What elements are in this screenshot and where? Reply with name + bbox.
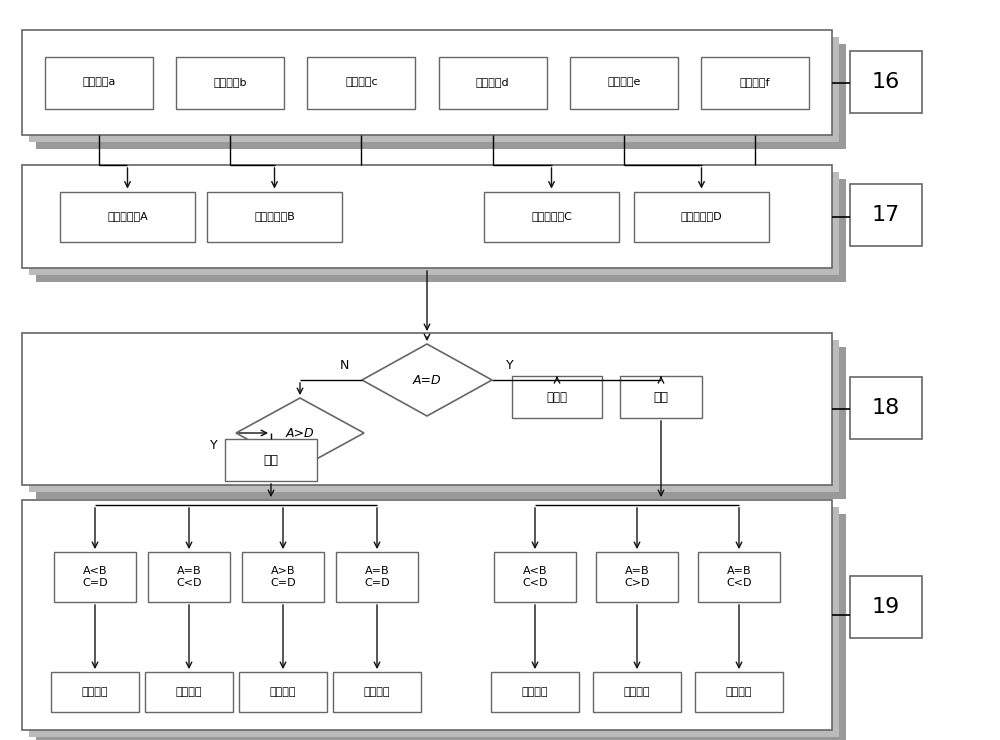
FancyBboxPatch shape <box>850 51 922 113</box>
Text: 质量流模块C: 质量流模块C <box>531 212 572 221</box>
FancyBboxPatch shape <box>850 377 922 439</box>
Text: A=B
C<D: A=B C<D <box>726 566 752 588</box>
FancyBboxPatch shape <box>148 552 230 602</box>
FancyBboxPatch shape <box>596 552 678 602</box>
FancyBboxPatch shape <box>494 552 576 602</box>
FancyBboxPatch shape <box>634 192 769 241</box>
FancyBboxPatch shape <box>22 333 832 485</box>
Text: 出口堵塞: 出口堵塞 <box>624 687 650 697</box>
FancyBboxPatch shape <box>29 507 839 737</box>
Text: 压力模块a: 压力模块a <box>82 78 116 87</box>
Text: 阀杆溧漏: 阀杆溧漏 <box>364 687 390 697</box>
FancyBboxPatch shape <box>695 672 783 712</box>
FancyBboxPatch shape <box>54 552 136 602</box>
FancyBboxPatch shape <box>491 672 579 712</box>
Text: 质量流模块A: 质量流模块A <box>107 212 148 221</box>
FancyBboxPatch shape <box>307 56 415 109</box>
FancyBboxPatch shape <box>176 56 284 109</box>
FancyBboxPatch shape <box>336 552 418 602</box>
FancyBboxPatch shape <box>29 172 839 275</box>
FancyBboxPatch shape <box>701 56 809 109</box>
FancyBboxPatch shape <box>36 179 846 282</box>
Text: A<B
C=D: A<B C=D <box>82 566 108 588</box>
FancyBboxPatch shape <box>29 37 839 142</box>
Text: 阀盖溧漏: 阀盖溧漏 <box>270 687 296 697</box>
FancyBboxPatch shape <box>225 439 317 481</box>
FancyBboxPatch shape <box>51 672 139 712</box>
Text: 无故障: 无故障 <box>546 391 568 403</box>
Text: A=B
C<D: A=B C<D <box>176 566 202 588</box>
FancyBboxPatch shape <box>22 500 832 730</box>
Text: 19: 19 <box>872 597 900 617</box>
Text: A<B
C<D: A<B C<D <box>522 566 548 588</box>
Text: 压力模块b: 压力模块b <box>214 78 247 87</box>
Text: 16: 16 <box>872 72 900 92</box>
Text: 出口溧漏: 出口溧漏 <box>176 687 202 697</box>
FancyBboxPatch shape <box>36 347 846 499</box>
Text: 压力模块f: 压力模块f <box>740 78 770 87</box>
FancyBboxPatch shape <box>36 514 846 740</box>
Text: N: N <box>339 358 349 371</box>
FancyBboxPatch shape <box>850 184 922 246</box>
FancyBboxPatch shape <box>512 376 602 418</box>
FancyBboxPatch shape <box>145 672 233 712</box>
Text: 压力模块e: 压力模块e <box>607 78 640 87</box>
FancyBboxPatch shape <box>36 44 846 149</box>
Text: A=D: A=D <box>413 374 441 386</box>
FancyBboxPatch shape <box>29 340 839 492</box>
Text: A=B
C>D: A=B C>D <box>624 566 650 588</box>
Text: 入口溧漏: 入口溧漏 <box>82 687 108 697</box>
Text: 质量流模块B: 质量流模块B <box>254 212 295 221</box>
Text: Y: Y <box>210 439 218 451</box>
Text: A>B
C=D: A>B C=D <box>270 566 296 588</box>
FancyBboxPatch shape <box>22 30 832 135</box>
Text: 溧漏: 溧漏 <box>264 454 278 466</box>
FancyBboxPatch shape <box>60 192 195 241</box>
Text: 入口堵塞: 入口堵塞 <box>522 687 548 697</box>
FancyBboxPatch shape <box>593 672 681 712</box>
FancyBboxPatch shape <box>620 376 702 418</box>
Text: A=B
C=D: A=B C=D <box>364 566 390 588</box>
FancyBboxPatch shape <box>22 165 832 268</box>
Polygon shape <box>362 344 492 416</box>
FancyBboxPatch shape <box>439 56 547 109</box>
Text: 堵塞: 堵塞 <box>654 391 668 403</box>
FancyBboxPatch shape <box>333 672 421 712</box>
FancyBboxPatch shape <box>484 192 619 241</box>
FancyBboxPatch shape <box>242 552 324 602</box>
Text: 压力模块c: 压力模块c <box>345 78 378 87</box>
Polygon shape <box>236 398 364 468</box>
Text: 压力模块d: 压力模块d <box>476 78 509 87</box>
FancyBboxPatch shape <box>239 672 327 712</box>
FancyBboxPatch shape <box>45 56 153 109</box>
FancyBboxPatch shape <box>207 192 342 241</box>
Text: 17: 17 <box>872 205 900 225</box>
FancyBboxPatch shape <box>850 576 922 638</box>
Text: 质量流模块D: 质量流模块D <box>681 212 722 221</box>
Text: 18: 18 <box>872 398 900 418</box>
FancyBboxPatch shape <box>698 552 780 602</box>
Text: Y: Y <box>506 358 514 371</box>
FancyBboxPatch shape <box>570 56 678 109</box>
Text: 阀体堵塞: 阀体堵塞 <box>726 687 752 697</box>
Text: A>D: A>D <box>286 426 314 440</box>
